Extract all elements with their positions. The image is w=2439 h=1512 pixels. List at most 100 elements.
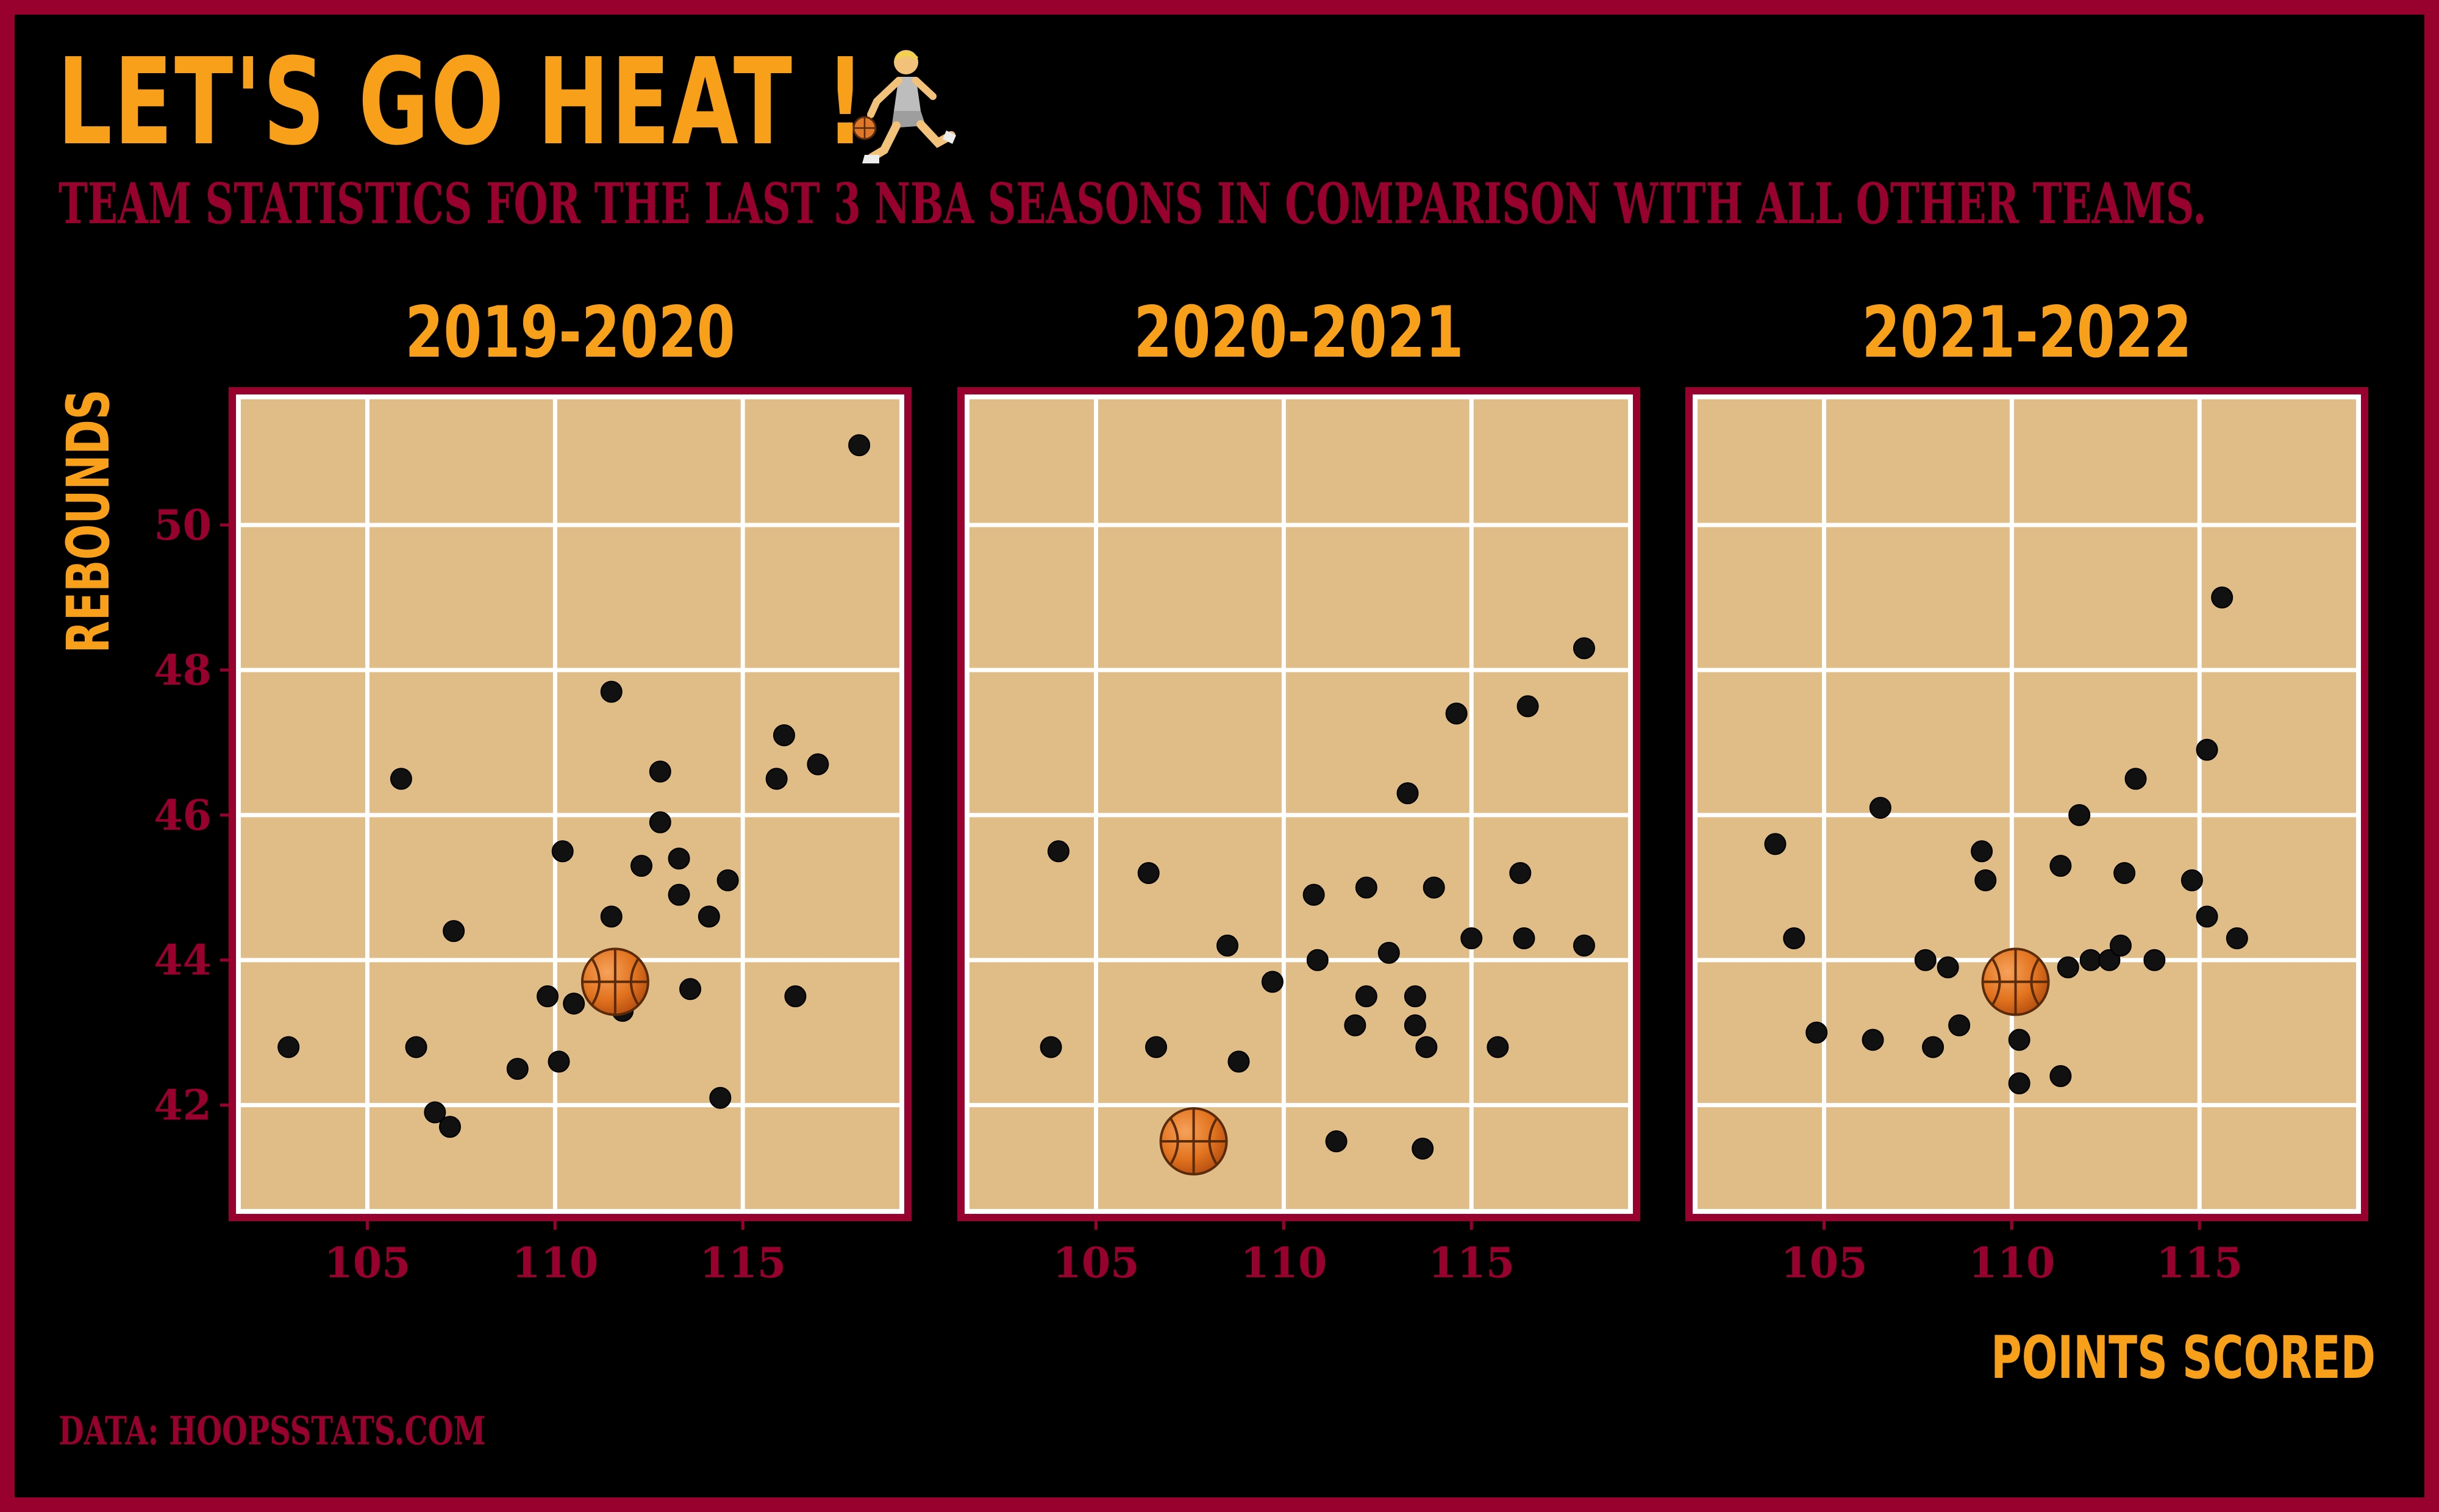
data-point xyxy=(551,840,574,863)
x-tick-label: 115 xyxy=(699,1239,786,1288)
data-point xyxy=(443,920,465,943)
data-point xyxy=(1377,941,1400,964)
data-point xyxy=(1216,934,1239,957)
chart-title: LET'S GO HEAT ! xyxy=(57,33,867,172)
data-point xyxy=(2109,934,2132,957)
data-point xyxy=(2143,949,2166,971)
data-point xyxy=(649,811,671,833)
court-area xyxy=(241,399,899,1209)
data-point xyxy=(438,1116,461,1138)
data-point xyxy=(848,434,871,457)
data-point xyxy=(1415,1036,1438,1058)
x-tick-label: 115 xyxy=(2156,1239,2243,1288)
basketball-icon xyxy=(1981,947,2050,1016)
data-point xyxy=(2057,956,2079,979)
y-tick-label: 46 xyxy=(154,791,212,840)
basketball-seam xyxy=(1160,1108,1227,1175)
basketball-seam xyxy=(1991,958,2040,1006)
y-tick-label: 42 xyxy=(154,1082,212,1130)
data-point xyxy=(630,855,652,877)
facet-title: 2021-2022 xyxy=(1862,291,2191,374)
data-point xyxy=(390,768,412,790)
data-point xyxy=(1513,927,1535,950)
data-point xyxy=(1145,1036,1168,1058)
data-point xyxy=(773,724,795,747)
data-point xyxy=(807,753,829,776)
data-point xyxy=(548,1050,570,1073)
basketball-seam xyxy=(1169,1117,1218,1166)
data-point xyxy=(1509,861,1532,884)
data-point xyxy=(2008,1029,2030,1051)
y-tick-label: 48 xyxy=(154,646,212,695)
basketball-icon xyxy=(1159,1107,1228,1176)
court-area xyxy=(1698,399,2356,1209)
basketball-seam xyxy=(582,949,648,1015)
data-point xyxy=(1869,796,1891,819)
data-point xyxy=(277,1036,300,1058)
data-point xyxy=(1306,949,1329,971)
data-point xyxy=(1355,876,1377,899)
data-point xyxy=(1974,869,1997,891)
basketball-icon xyxy=(580,947,649,1016)
data-point xyxy=(1516,695,1539,718)
data-point xyxy=(1573,637,1595,660)
data-point xyxy=(1914,949,1937,971)
data-point xyxy=(2008,1072,2030,1094)
y-tick-label: 44 xyxy=(154,936,212,985)
data-point xyxy=(649,760,671,783)
data-point xyxy=(709,1086,732,1109)
court-area xyxy=(970,399,1628,1209)
data-point xyxy=(1227,1050,1250,1073)
data-point xyxy=(2196,738,2218,761)
basketball-seam xyxy=(1982,949,2049,1015)
data-point xyxy=(679,978,702,1000)
data-point xyxy=(784,985,807,1008)
data-point xyxy=(765,768,788,790)
data-point xyxy=(506,1058,529,1080)
data-point xyxy=(1325,1130,1348,1153)
facet-panel-2020-2021: 105 110 115 2020-2021 xyxy=(957,291,1640,1288)
x-tick-label: 110 xyxy=(1240,1239,1327,1288)
data-point xyxy=(1783,927,1805,950)
data-point xyxy=(1460,927,1483,950)
y-tick-label: 50 xyxy=(154,501,212,550)
data-point xyxy=(1487,1036,1509,1058)
data-point xyxy=(1573,934,1595,957)
data-point xyxy=(1764,833,1787,855)
x-tick-label: 115 xyxy=(1428,1239,1515,1288)
data-point xyxy=(563,993,585,1015)
data-point xyxy=(2079,949,2102,971)
data-point xyxy=(1047,840,1070,863)
data-point xyxy=(1396,782,1419,805)
data-point xyxy=(1344,1014,1366,1036)
x-tick-label: 105 xyxy=(1053,1239,1140,1288)
data-point xyxy=(2180,869,2203,891)
data-point xyxy=(2113,861,2136,884)
data-point xyxy=(698,905,720,928)
data-point xyxy=(1302,883,1325,906)
facet-panel-2019-2020: 105 110 115 42 44 46 48 50 2019-2020 xyxy=(154,291,912,1288)
data-point xyxy=(1445,702,1468,725)
data-point xyxy=(668,883,690,906)
data-point xyxy=(668,847,690,870)
y-axis-title: REBOUNDS xyxy=(54,390,122,654)
x-axis-title: POINTS SCORED xyxy=(1991,1323,2376,1391)
data-point xyxy=(537,985,559,1008)
data-point xyxy=(1412,1137,1434,1160)
x-tick-label: 110 xyxy=(512,1239,598,1288)
data-point xyxy=(2049,855,2072,877)
data-point xyxy=(2196,905,2218,928)
x-tick-label: 105 xyxy=(1781,1239,1868,1288)
data-point xyxy=(1937,956,1959,979)
data-point xyxy=(1261,971,1284,993)
data-point xyxy=(600,680,623,703)
data-point xyxy=(1137,861,1160,884)
data-point xyxy=(2124,768,2147,790)
data-point xyxy=(2068,804,2091,826)
data-point xyxy=(1862,1029,1884,1051)
x-tick-label: 105 xyxy=(324,1239,411,1288)
data-point xyxy=(1040,1036,1062,1058)
data-source-caption: DATA: HOOPSSTATS.COM xyxy=(59,1408,486,1454)
chart-subtitle: TEAM STATISTICS FOR THE LAST 3 NBA SEASO… xyxy=(59,171,2207,237)
